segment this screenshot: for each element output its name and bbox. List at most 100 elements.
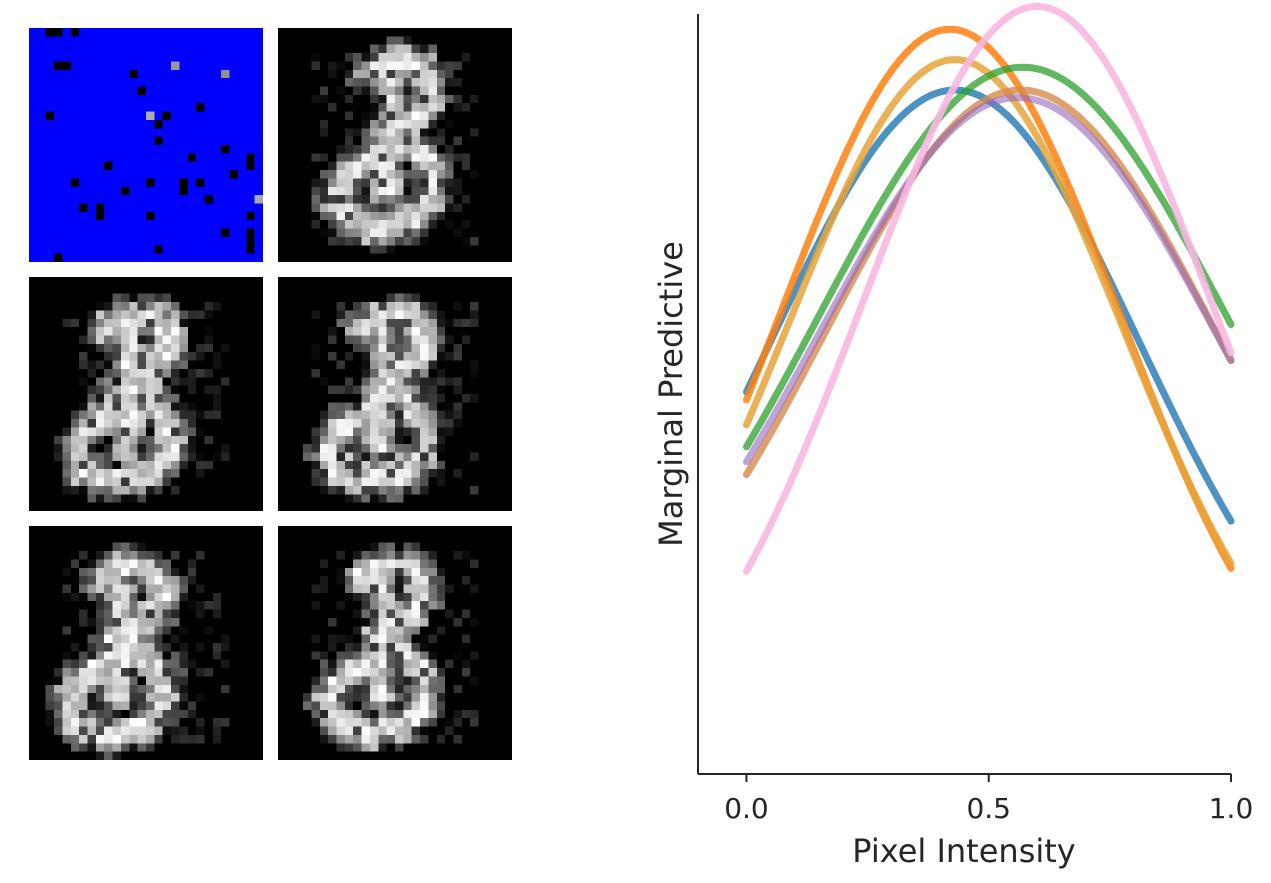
digit-pixel [369, 477, 379, 486]
digit-pixel [129, 701, 138, 710]
digit-pixel [411, 684, 421, 694]
digit-pixel [361, 469, 370, 478]
digit-pixel [129, 709, 138, 719]
digit-pixel [137, 617, 146, 627]
digit-pixel [303, 452, 312, 461]
digit-pixel [378, 726, 387, 735]
digit-pixel [95, 327, 105, 336]
digit-pixel [129, 385, 138, 394]
digit-pixel [120, 609, 130, 618]
mask-pixel [104, 161, 113, 171]
digit-pixel [62, 718, 71, 727]
digit-pixel [336, 410, 345, 420]
digit-pixel [344, 335, 354, 344]
digit-pixel [336, 360, 345, 369]
digit-pixel [212, 734, 222, 744]
digit-pixel [395, 452, 404, 461]
digit-pixel [428, 327, 437, 336]
digit-pixel [154, 701, 163, 710]
digit-pixel [386, 44, 395, 54]
digit-pixel [369, 651, 379, 660]
digit-pixel [171, 360, 180, 369]
digit-pixel [311, 178, 320, 187]
digit-pixel [319, 684, 329, 694]
digit-pixel [378, 494, 387, 503]
digit-pixel [336, 734, 345, 744]
digit-pixel [79, 410, 88, 420]
digit-pixel [403, 617, 412, 627]
digit-pixel [187, 701, 197, 710]
digit-pixel [386, 245, 395, 254]
digit-pixel [95, 676, 105, 685]
digit-pixel [353, 78, 362, 87]
digit-pixel [453, 402, 462, 411]
digit-pixel [395, 128, 404, 137]
digit-pixel [353, 726, 362, 735]
digit-pixel [70, 676, 80, 685]
digit-pixel [112, 651, 121, 660]
digit-pixel [95, 718, 105, 727]
digit-pixel [378, 136, 387, 145]
digit-pixel [470, 128, 479, 137]
digit-pixel [129, 676, 138, 685]
digit-pixel [445, 410, 454, 420]
digit-pixel [95, 617, 105, 627]
digit-pixel [137, 352, 146, 361]
digit-pixel [154, 385, 163, 394]
digit-pixel [319, 651, 329, 660]
digit-pixel [420, 318, 429, 328]
digit-pixel [120, 551, 130, 560]
digit-pixel [344, 195, 354, 204]
digit-pixel [403, 701, 412, 710]
digit-pixel [403, 734, 412, 744]
digit-pixel [62, 709, 71, 719]
digit-pixel [162, 435, 172, 445]
digit-pixel [104, 352, 113, 361]
digit-pixel [179, 360, 188, 369]
digit-pixel [411, 477, 421, 486]
digit-pixel [146, 601, 155, 610]
digit-pixel [212, 394, 222, 403]
digit-pixel [120, 684, 130, 694]
digit-pixel [470, 718, 479, 727]
digit-pixel [344, 576, 354, 585]
digit-pixel [428, 360, 437, 369]
digit-pixel [120, 343, 130, 353]
digit-pixel [344, 567, 354, 577]
digit-pixel [403, 551, 412, 560]
digit-pixel [353, 494, 362, 503]
digit-pixel [411, 86, 421, 95]
digit-pixel [436, 186, 446, 196]
digit-pixel [403, 592, 412, 602]
digit-pixel [369, 551, 379, 560]
digit-pixel [112, 427, 121, 436]
digit-pixel [212, 410, 222, 420]
digit-pixel [87, 643, 96, 652]
digit-pixel [386, 559, 395, 568]
digit-pixel [62, 684, 71, 694]
digit-pixel [403, 36, 412, 45]
digit-pixel [129, 726, 138, 735]
digit-pixel [353, 460, 362, 470]
digit-pixel [303, 693, 312, 702]
digit-pixel [403, 709, 412, 719]
digit-pixel [361, 559, 370, 568]
digit-pixel [196, 310, 205, 319]
digit-pixel [369, 385, 379, 394]
digit-pixel [378, 203, 387, 212]
digit-pixel [403, 477, 412, 486]
digit-pixel [436, 469, 446, 478]
digit-pixel [386, 145, 395, 154]
digit-pixel [112, 701, 121, 710]
digit-pixel [369, 452, 379, 461]
digit-pixel [221, 684, 230, 694]
digit-pixel [104, 327, 113, 336]
digit-pixel [129, 427, 138, 436]
digit-pixel [369, 676, 379, 685]
digit-pixel [344, 485, 354, 495]
digit-pixel [319, 170, 329, 179]
digit-pixel [361, 584, 370, 593]
digit-pixel [179, 693, 188, 702]
mask-pixel [54, 28, 63, 37]
digit-pixel [137, 651, 146, 660]
